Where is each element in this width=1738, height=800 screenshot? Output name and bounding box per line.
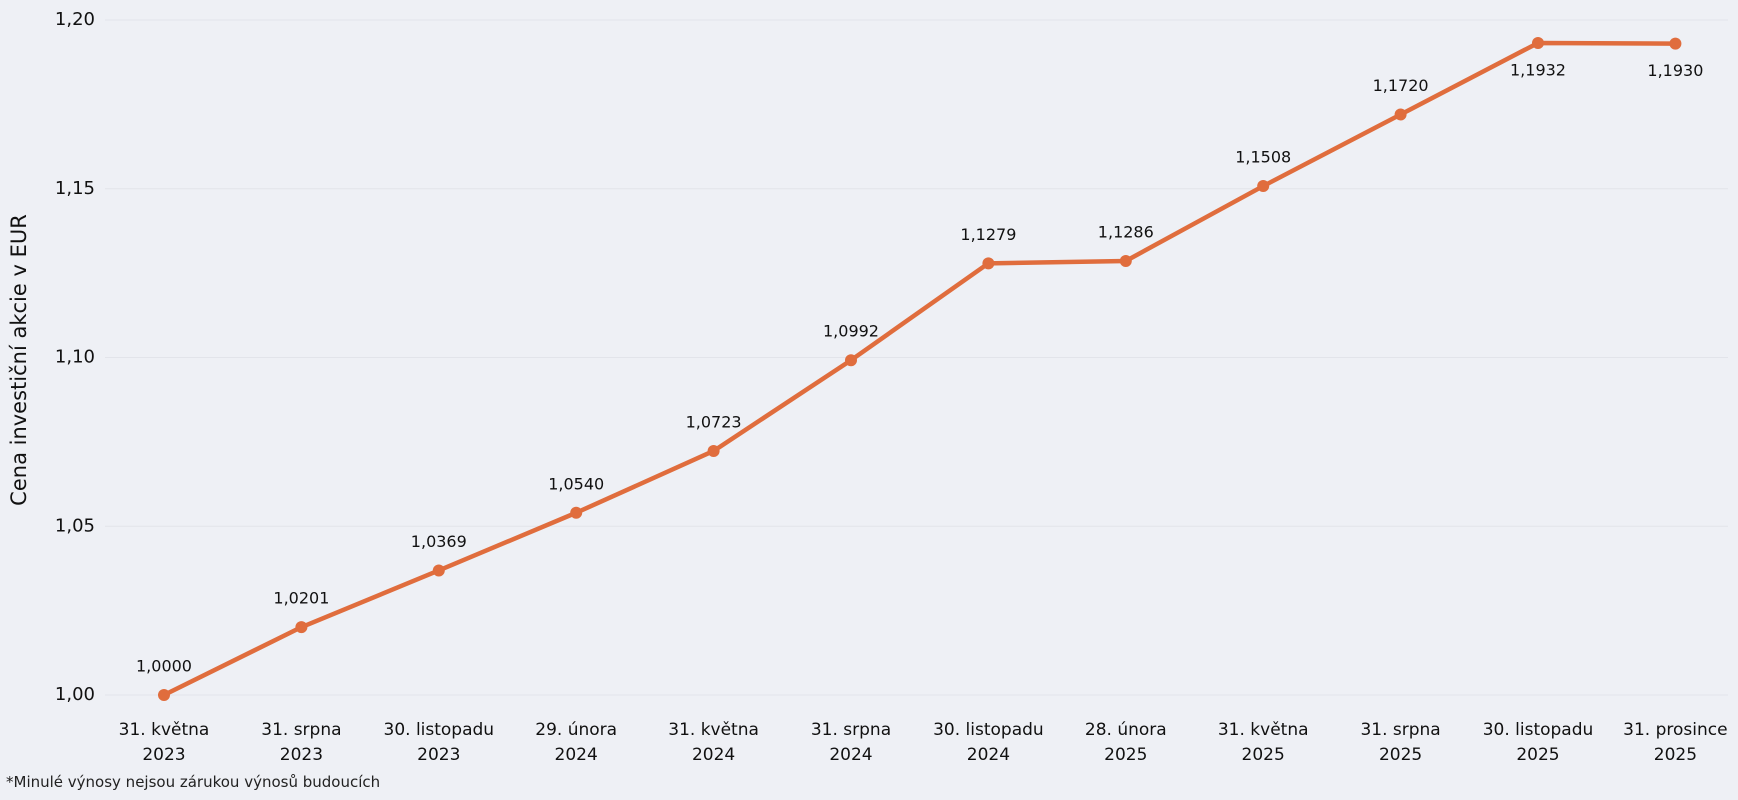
x-tick-label: 31. května 2024 — [668, 720, 759, 765]
data-label: 1,1279 — [960, 225, 1016, 244]
data-label: 1,1932 — [1510, 60, 1566, 79]
footnote: *Minulé výnosy nejsou zárukou výnosů bud… — [6, 773, 381, 791]
data-label: 1,0723 — [686, 412, 742, 431]
x-tick-label: 31. srpna 2025 — [1360, 720, 1441, 765]
y-tick-label: 1,15 — [55, 178, 95, 199]
data-point — [1257, 180, 1270, 193]
data-point — [1669, 37, 1682, 50]
x-tick-label: 30. listopadu 2024 — [933, 720, 1044, 765]
data-point — [295, 621, 308, 634]
y-tick-label: 1,05 — [55, 515, 95, 536]
x-tick-label: 30. listopadu 2025 — [1482, 720, 1594, 765]
data-label: 1,0540 — [548, 474, 604, 493]
data-point — [982, 257, 995, 270]
data-label: 1,1930 — [1647, 61, 1703, 80]
x-tick-label: 28. února 2025 — [1084, 720, 1167, 765]
data-point — [707, 444, 720, 457]
data-point — [1532, 36, 1544, 49]
x-tick-label: 31. srpna 2023 — [261, 720, 342, 765]
y-tick-label: 1,00 — [55, 684, 95, 705]
x-tick-label: 31. prosince 2025 — [1623, 720, 1728, 765]
x-tick-label: 30. listopadu 2023 — [383, 720, 495, 765]
data-label: 1,1508 — [1235, 148, 1291, 167]
data-point — [432, 564, 445, 577]
x-tick-label: 29. února 2024 — [535, 720, 618, 765]
y-tick-label: 1,20 — [55, 9, 95, 30]
data-label: 1,0992 — [823, 322, 879, 341]
data-point — [1119, 254, 1132, 267]
x-tick-label: 31. května 2025 — [1217, 720, 1309, 765]
x-tick-label: 31. srpna 2024 — [810, 720, 892, 765]
data-point — [845, 354, 857, 367]
data-point — [158, 689, 170, 701]
data-label: 1,1286 — [1098, 222, 1154, 241]
x-tick-label: 31. května 2023 — [118, 720, 210, 765]
data-label: 1,0201 — [273, 589, 329, 608]
data-label: 1,0000 — [136, 657, 192, 676]
y-tick-label: 1,10 — [55, 347, 95, 368]
data-line — [163, 40, 1676, 698]
data-label: 1,0369 — [411, 532, 467, 551]
data-point — [1394, 108, 1407, 121]
data-label: 1,1720 — [1373, 76, 1429, 95]
y-axis-label: Cena investiční akcie v EUR — [7, 214, 31, 506]
data-point — [570, 506, 583, 519]
